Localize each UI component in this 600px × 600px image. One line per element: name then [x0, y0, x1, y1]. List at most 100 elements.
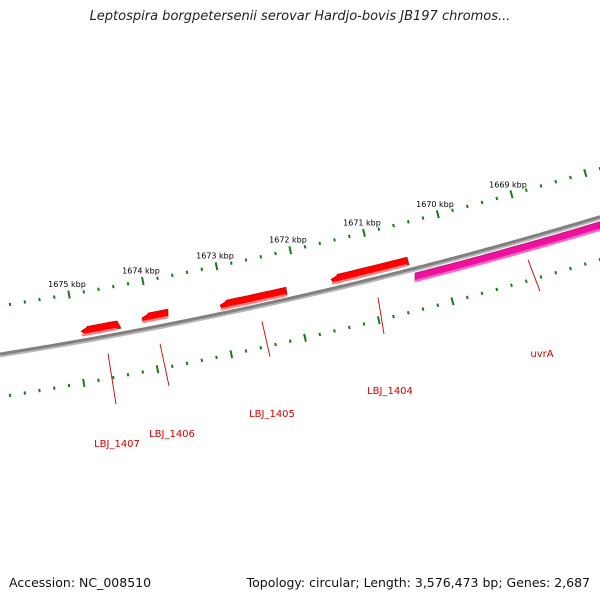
gene-leader-line: [377, 297, 385, 334]
gene-feature[interactable]: [414, 221, 600, 282]
backbone: [0, 215, 600, 358]
gene-leader-line: [527, 259, 541, 292]
outer-minor-tick: [229, 261, 233, 265]
gene-leader-line: [261, 321, 271, 357]
gene-label[interactable]: LBJ_1407: [94, 439, 140, 450]
inner-minor-tick: [97, 378, 100, 383]
accession-text: Accession: NC_008510: [9, 575, 152, 590]
gene-label[interactable]: LBJ_1404: [367, 386, 413, 397]
inner-minor-tick: [185, 361, 189, 366]
outer-minor-tick: [347, 234, 351, 239]
inner-minor-tick: [347, 325, 351, 330]
outer-minor-tick: [377, 227, 381, 231]
outer-minor-tick: [598, 166, 600, 171]
outer-minor-tick: [82, 290, 86, 294]
gene-label[interactable]: LBJ_1406: [149, 429, 195, 440]
topology-text: Topology: circular; Length: 3,576,473 bp…: [246, 575, 590, 590]
outer-major-tick: [435, 210, 440, 219]
gene-label[interactable]: uvrA: [530, 349, 553, 360]
outer-minor-tick: [23, 300, 27, 304]
outer-minor-tick: [156, 276, 159, 280]
tick-label: 1670 kbp: [416, 200, 454, 209]
outer-minor-tick: [451, 208, 454, 213]
inner-minor-tick: [554, 270, 558, 275]
inner-minor-tick: [480, 291, 484, 296]
outer-minor-tick: [259, 255, 263, 259]
inner-minor-tick: [244, 349, 248, 353]
outer-minor-tick: [171, 273, 174, 278]
tick-label: 1669 kbp: [489, 180, 527, 189]
tick-label: 1672 kbp: [269, 236, 307, 245]
inner-minor-tick: [38, 388, 41, 393]
backbone-shadow: [0, 218, 600, 358]
outer-tick-track: [8, 166, 600, 307]
inner-major-tick: [155, 365, 160, 374]
gene-label[interactable]: LBJ_1405: [249, 409, 295, 420]
inner-minor-tick: [362, 322, 366, 326]
outer-minor-tick: [8, 302, 12, 307]
gene-leaders: [107, 259, 541, 405]
gene-bevel: [81, 327, 118, 337]
outer-minor-tick: [97, 287, 100, 292]
inner-minor-tick: [333, 329, 336, 333]
gene-bevel: [142, 315, 169, 324]
inner-major-tick: [229, 350, 234, 359]
outer-minor-tick: [524, 188, 528, 193]
inner-minor-tick: [421, 307, 425, 311]
outer-minor-tick: [421, 216, 425, 220]
tick-label: 1673 kbp: [196, 252, 234, 261]
tick-label: 1674 kbp: [122, 266, 160, 275]
outer-major-tick: [214, 262, 219, 271]
outer-major-tick: [583, 168, 588, 178]
outer-minor-tick: [539, 184, 543, 188]
outer-minor-tick: [274, 251, 277, 256]
gene-bevel: [220, 294, 287, 311]
outer-minor-tick: [480, 200, 484, 205]
inner-minor-tick: [495, 287, 499, 292]
gene-bevel: [414, 228, 600, 283]
outer-minor-tick: [465, 204, 469, 209]
inner-minor-tick: [436, 303, 440, 308]
outer-minor-tick: [554, 179, 558, 184]
outer-minor-tick: [38, 297, 41, 302]
inner-minor-tick: [288, 339, 292, 343]
outer-major-tick: [362, 228, 366, 238]
outer-minor-tick: [318, 241, 322, 246]
backbone-line: [0, 215, 600, 356]
inner-minor-tick: [23, 391, 27, 395]
inner-minor-tick: [215, 355, 218, 360]
inner-minor-tick: [141, 370, 145, 374]
gene-leader-line: [107, 353, 117, 405]
tick-label: 1675 kbp: [48, 280, 86, 289]
outer-minor-tick: [569, 175, 572, 180]
inner-minor-tick: [510, 283, 513, 288]
gene-features: [80, 221, 600, 337]
inner-minor-tick: [8, 393, 12, 398]
outer-major-tick: [67, 290, 71, 299]
outer-major-tick: [509, 190, 514, 199]
outer-minor-tick: [185, 270, 189, 275]
gene-labels: uvrA LBJ_1404 LBJ_1405 LBJ_1406 LBJ_1407: [94, 349, 554, 450]
outer-minor-tick: [406, 220, 410, 224]
inner-minor-tick: [539, 275, 543, 279]
inner-minor-tick: [53, 386, 56, 390]
inner-minor-tick: [569, 266, 572, 271]
tick-label: 1671 kbp: [343, 218, 381, 227]
map-title: Leptospira borgpetersenii serovar Hardjo…: [89, 9, 511, 24]
outer-minor-tick: [244, 258, 248, 262]
inner-minor-tick: [465, 295, 469, 300]
outer-major-tick: [141, 276, 145, 286]
inner-minor-tick: [583, 262, 587, 266]
inner-minor-tick: [67, 383, 71, 388]
outer-minor-tick: [126, 282, 130, 286]
inner-minor-tick: [112, 375, 115, 380]
outer-minor-tick: [112, 284, 115, 289]
tick-labels: 1675 kbp 1674 kbp 1673 kbp 1672 kbp 1671 kbp…: [48, 180, 527, 289]
gene-bevel: [331, 263, 408, 285]
inner-major-tick: [303, 333, 307, 342]
outer-minor-tick: [303, 245, 307, 249]
inner-minor-tick: [392, 314, 395, 319]
inner-minor-tick: [406, 311, 410, 315]
outer-major-tick: [288, 246, 293, 255]
